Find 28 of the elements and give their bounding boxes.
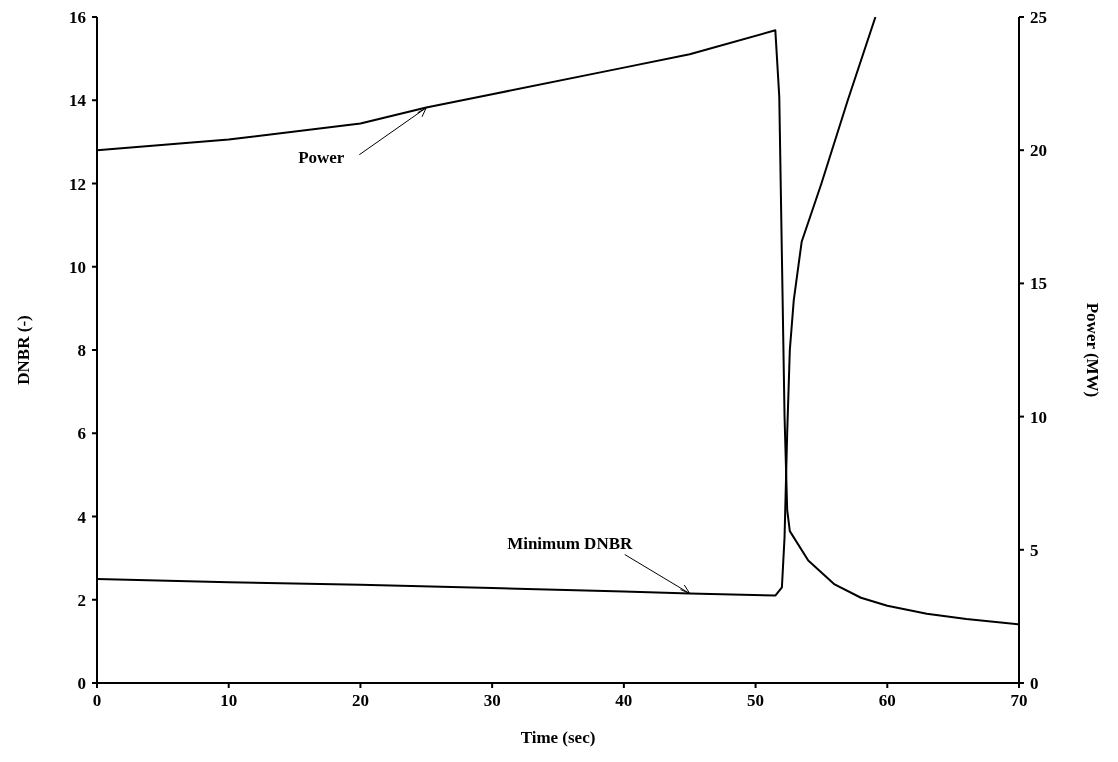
- x-tick-label: 0: [92, 691, 102, 711]
- annotation: Power: [298, 147, 345, 167]
- y-tick-label: 16: [69, 8, 86, 28]
- x-tick-label: 30: [483, 691, 501, 711]
- y-tick-label: 6: [77, 424, 86, 444]
- y-tick-label: 0: [77, 674, 86, 694]
- y-tick-label: 10: [69, 257, 86, 277]
- annotation: Minimum DNBR: [507, 533, 633, 553]
- y2-tick-label: 10: [1030, 407, 1047, 427]
- y-tick-label: 8: [77, 341, 86, 361]
- x-tick-label: 20: [351, 691, 369, 711]
- y-tick-label: 2: [77, 590, 86, 610]
- x-tick-label: 70: [1010, 691, 1028, 711]
- x-tick-label: 60: [878, 691, 896, 711]
- x-tick-label: 40: [615, 691, 633, 711]
- y-axis-title: DNBR (-): [14, 315, 34, 385]
- y2-axis-title: Power (MW): [1082, 302, 1102, 398]
- y-tick-label: 14: [69, 91, 87, 111]
- y2-tick-label: 25: [1030, 8, 1047, 28]
- y-tick-label: 12: [69, 174, 86, 194]
- x-tick-label: 10: [220, 691, 238, 711]
- y2-tick-label: 0: [1030, 674, 1039, 694]
- y2-tick-label: 5: [1030, 540, 1039, 560]
- y2-tick-label: 20: [1030, 141, 1047, 161]
- x-tick-label: 50: [747, 691, 765, 711]
- y2-tick-label: 15: [1030, 274, 1047, 294]
- x-axis-title: Time (sec): [520, 728, 596, 747]
- y-tick-label: 4: [77, 507, 87, 527]
